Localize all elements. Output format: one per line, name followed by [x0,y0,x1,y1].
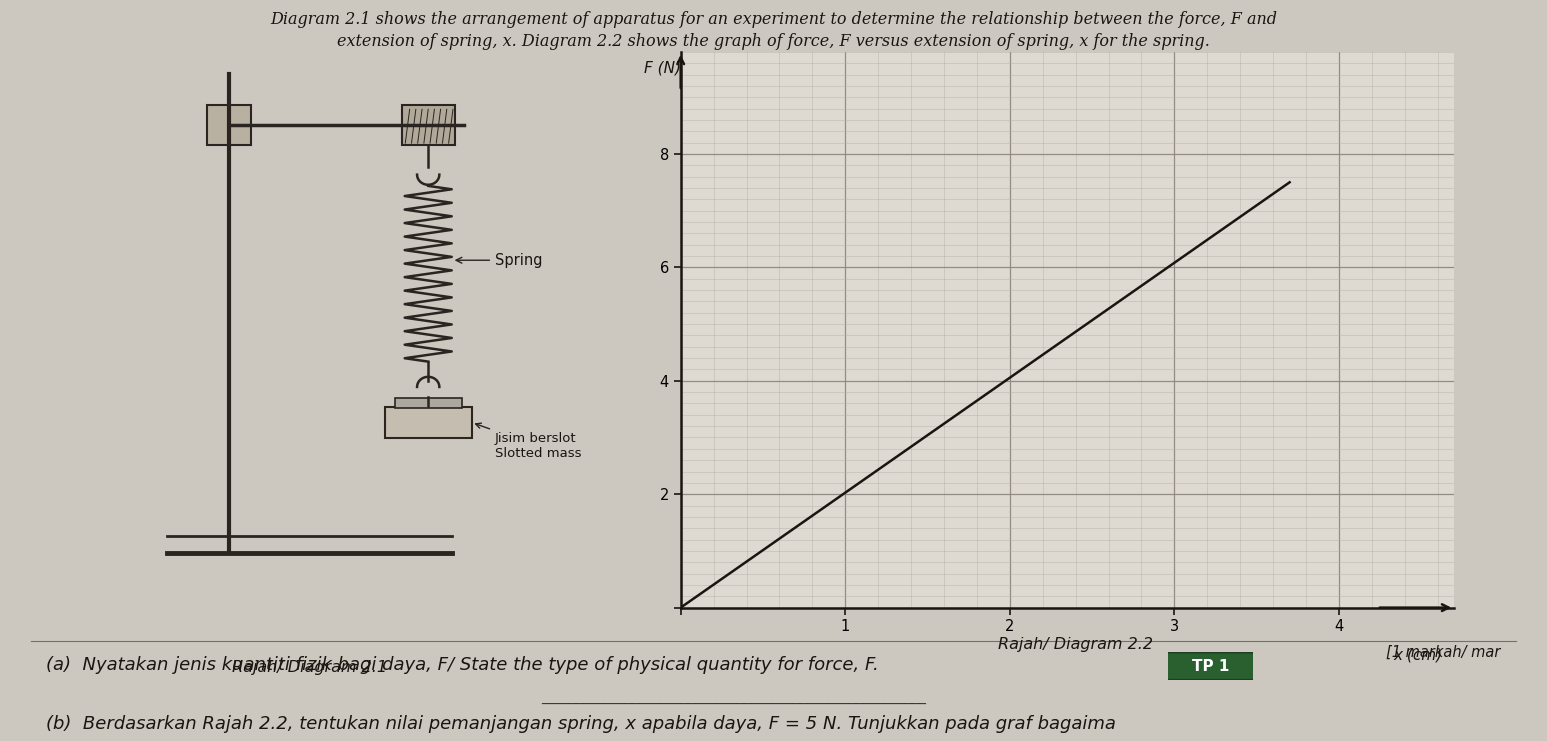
FancyBboxPatch shape [402,105,455,144]
Text: _______________________________________________________: ________________________________________… [541,691,927,705]
Text: F (N): F (N) [645,60,682,75]
Text: [1 markah/ mar: [1 markah/ mar [1386,645,1501,659]
Text: (b)  Berdasarkan Rajah 2.2, tentukan nilai pemanjangan spring, x apabila daya, F: (b) Berdasarkan Rajah 2.2, tentukan nila… [46,715,1117,733]
FancyBboxPatch shape [1163,652,1258,680]
Text: Jisim berslot
Slotted mass: Jisim berslot Slotted mass [475,423,582,460]
Text: Spring: Spring [456,253,543,268]
Text: Diagram 2.1 shows the arrangement of apparatus for an experiment to determine th: Diagram 2.1 shows the arrangement of app… [271,11,1276,28]
FancyBboxPatch shape [385,407,472,438]
Text: (a)  Nyatakan jenis kuantiti fizik bagi daya, F/ State the type of physical quan: (a) Nyatakan jenis kuantiti fizik bagi d… [46,656,879,674]
FancyBboxPatch shape [207,105,251,144]
FancyBboxPatch shape [394,398,461,408]
Text: Rajah/ Diagram 2.2: Rajah/ Diagram 2.2 [998,637,1153,652]
Text: Rajah/ Diagram 2.1: Rajah/ Diagram 2.1 [232,660,387,675]
Text: extension of spring, x. Diagram 2.2 shows the graph of force, F versus extension: extension of spring, x. Diagram 2.2 show… [337,33,1210,50]
Text: TP 1: TP 1 [1191,659,1230,674]
Text: x (cm): x (cm) [1394,648,1442,662]
